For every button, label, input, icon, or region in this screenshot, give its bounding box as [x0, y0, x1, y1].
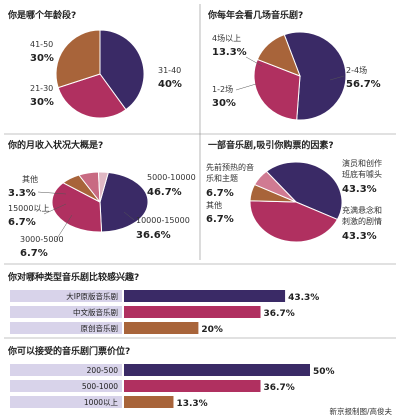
pie-income-label-3000-5000: 3000-5000: [20, 235, 64, 244]
pie-income-leader-other: [37, 191, 67, 195]
pie0-slice-0: [99, 29, 145, 111]
pie-ticket-factors: [249, 161, 343, 243]
bar4-category-1: 中文版音乐剧: [73, 307, 118, 317]
pie-age: [55, 29, 145, 119]
chart3-title: 你的月收入状况大概是?: [7, 139, 103, 151]
chart4-title: 一部音乐剧,吸引你购票的因素?: [208, 139, 334, 151]
pie-shows-leader-2-4: [329, 75, 345, 81]
bar-chart-ticket-price: 200-500 50% 500-1000 36.7% 1000以上 13.3%: [10, 364, 335, 409]
chart1-title: 你是哪个年龄段?: [7, 9, 76, 21]
pie-age-label-31-40: 31-40: [158, 66, 181, 75]
pie-income-value-other: 3.3%: [8, 188, 36, 199]
bar-chart-genre-interest: 大IP原版音乐剧 43.3% 中文版音乐剧 36.7% 原创音乐剧 20%: [10, 290, 319, 335]
bar5-category-2: 1000以上: [84, 398, 119, 407]
bar4-value-2: 20%: [201, 325, 223, 335]
bar5-bar-0: [124, 364, 310, 376]
pie-income-leader-15000plus: [43, 203, 67, 215]
bar5-bar-2: [124, 396, 174, 408]
pie-income-label-5000-10000: 5000-10000: [147, 173, 196, 182]
pie2-slice-0: [99, 171, 149, 233]
pie-factors-value-other: 6.7%: [206, 214, 234, 225]
bar4-category-2: 原创音乐剧: [81, 323, 119, 333]
bar4-category-0: 大IP原版音乐剧: [66, 291, 118, 301]
pie-factors-label-plot: 充满悬念和刺激的剧情: [342, 205, 382, 226]
bar5-label-band-1: [10, 380, 122, 392]
bar5-label-band-2: [10, 396, 122, 408]
pie3-slice-1: [249, 200, 339, 243]
pie-shows-leader-1-2: [235, 83, 257, 91]
pie0-slice-2: [55, 29, 101, 89]
pie1-slice-1: [253, 58, 301, 121]
pie-income-value-5000-10000: 46.7%: [147, 187, 182, 198]
bar5-value-0: 50%: [313, 367, 335, 377]
pie-income-label-10000-15000: 10000-15000: [136, 216, 190, 225]
pie3-slice-3: [253, 170, 297, 203]
chart5-title: 你对哪种类型音乐剧比较感兴趣?: [7, 271, 139, 283]
bar5-value-2: 13.3%: [176, 399, 207, 409]
pie-age-value-21-30: 30%: [30, 97, 54, 108]
bar5-bar-1: [124, 380, 261, 392]
bar4-bar-2: [124, 322, 199, 334]
bar5-label-band-0: [10, 364, 122, 376]
pie-income-leader-10000-15000: [123, 211, 135, 221]
pie-income-value-10000-15000: 36.6%: [136, 230, 171, 241]
chart2-title: 你每年会看几场音乐剧?: [207, 9, 303, 21]
pie-shows-label-4plus: 4场以上: [212, 34, 241, 43]
pie-income-leader-3000-5000: [55, 214, 73, 241]
bar4-label-band-2: [10, 322, 122, 334]
pie-monthly-income: [51, 171, 149, 233]
bar4-value-0: 43.3%: [288, 293, 319, 303]
pie-factors-label-preheat: 先前预热的音乐和主题: [206, 162, 254, 183]
bar4-value-1: 36.7%: [264, 309, 295, 319]
pie-shows-value-1-2: 30%: [212, 98, 236, 109]
pie-shows-value-4plus: 13.3%: [212, 47, 247, 58]
bar5-category-1: 500-1000: [82, 382, 118, 391]
pie-age-label-21-30: 21-30: [30, 84, 53, 93]
pie-factors-label-cast: 演员和创作班底有噱头: [342, 158, 382, 179]
pie2-slice-4: [97, 171, 109, 203]
pie-factors-label-other: 其他: [206, 200, 222, 210]
credit-line: 新京报制图/高俊夫: [329, 406, 392, 416]
pie-income-label-15000plus: 15000以上: [8, 204, 49, 213]
pie-shows-value-2-4: 56.7%: [346, 79, 381, 90]
bar5-category-0: 200-500: [87, 366, 119, 375]
pie-age-value-41-50: 30%: [30, 53, 54, 64]
pie-income-value-3000-5000: 6.7%: [20, 248, 48, 259]
pie-shows-label-1-2: 1-2场: [212, 85, 233, 94]
bar5-value-1: 36.7%: [264, 383, 295, 393]
pie0-slice-1: [57, 73, 127, 119]
chart6-title: 你可以接受的音乐剧门票价位?: [7, 345, 130, 357]
pie2-slice-1: [51, 182, 103, 233]
bar4-bar-0: [124, 290, 286, 302]
pie1-slice-0: [283, 31, 347, 121]
bar4-bar-1: [124, 306, 261, 318]
pie-factors-value-preheat: 6.7%: [206, 188, 234, 199]
pie-shows-leader-4plus: [245, 56, 263, 67]
pie1-slice-2: [256, 34, 301, 77]
pie-income-label-other: 其他: [22, 174, 38, 184]
pie-age-value-31-40: 40%: [158, 79, 182, 90]
pie-factors-value-cast: 43.3%: [342, 184, 377, 195]
pie-age-label-41-50: 41-50: [30, 40, 53, 49]
pie-shows-per-year: [253, 31, 347, 121]
pie3-slice-0: [265, 161, 343, 221]
bar4-label-band-1: [10, 306, 122, 318]
bar4-label-band-0: [10, 290, 122, 302]
pie-income-value-15000plus: 6.7%: [8, 217, 36, 228]
pie-factors-value-plot: 43.3%: [342, 231, 377, 242]
pie-shows-label-2-4: 2-4场: [346, 66, 367, 75]
